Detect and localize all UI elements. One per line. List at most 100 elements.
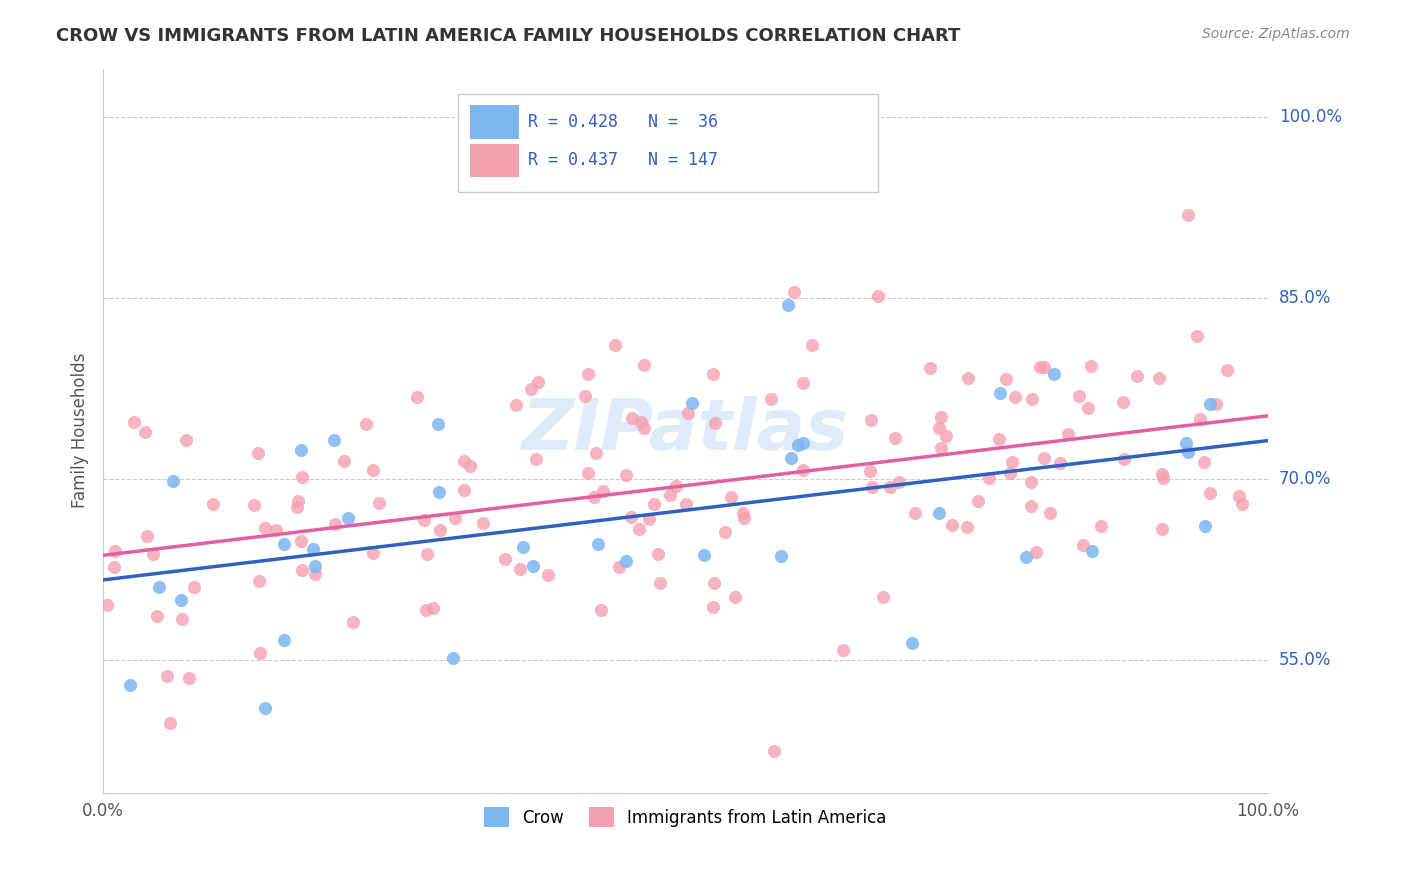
Point [1152, 467, 1174, 482]
Point [124, 416, 146, 430]
Point [249, 646, 271, 660]
Point [731, 506, 754, 520]
Point [1114, 452, 1136, 467]
Point [675, 497, 697, 511]
Point [585, 445, 607, 459]
Point [1175, 436, 1198, 450]
Point [337, 511, 360, 525]
Point [1080, 359, 1102, 373]
Point [872, 591, 894, 605]
Point [367, 496, 389, 510]
Point [172, 612, 194, 626]
Point [291, 563, 314, 577]
Point [1021, 392, 1043, 406]
Point [633, 358, 655, 372]
Point [1177, 445, 1199, 459]
Point [494, 551, 516, 566]
Point [776, 298, 799, 312]
Point [148, 580, 170, 594]
FancyBboxPatch shape [470, 105, 519, 139]
Point [576, 466, 599, 480]
Point [1073, 538, 1095, 552]
Point [146, 609, 169, 624]
Point [1028, 359, 1050, 374]
Point [1230, 497, 1253, 511]
Point [522, 558, 544, 573]
Point [931, 410, 953, 425]
Point [104, 544, 127, 558]
Point [1039, 507, 1062, 521]
Point [956, 371, 979, 385]
Point [1216, 363, 1239, 377]
Point [998, 466, 1021, 480]
Point [183, 580, 205, 594]
Point [966, 494, 988, 508]
Point [614, 554, 637, 568]
Point [702, 367, 724, 381]
Point [118, 678, 141, 692]
Point [134, 425, 156, 439]
Point [527, 375, 550, 389]
Point [1125, 368, 1147, 383]
Text: 85.0%: 85.0% [1279, 289, 1331, 307]
Point [582, 490, 605, 504]
Point [614, 468, 637, 483]
Point [792, 376, 814, 391]
Point [633, 420, 655, 434]
Text: R = 0.428   N =  36: R = 0.428 N = 36 [529, 113, 718, 131]
Point [1019, 499, 1042, 513]
Point [253, 521, 276, 535]
Point [179, 672, 201, 686]
Point [254, 701, 277, 715]
Point [620, 510, 643, 524]
Point [103, 560, 125, 574]
Point [665, 479, 688, 493]
Point [1077, 401, 1099, 416]
Point [285, 500, 308, 514]
Point [519, 382, 541, 396]
Point [733, 511, 755, 525]
Y-axis label: Family Households: Family Households [72, 353, 89, 508]
Point [524, 452, 547, 467]
Point [460, 458, 482, 473]
Point [591, 603, 613, 617]
Point [1227, 489, 1250, 503]
Point [928, 507, 950, 521]
Point [322, 434, 344, 448]
Point [427, 485, 450, 500]
Point [759, 392, 782, 406]
Point [156, 669, 179, 683]
Point [720, 490, 742, 504]
Point [302, 542, 325, 557]
Point [692, 548, 714, 562]
Point [361, 463, 384, 477]
Point [441, 650, 464, 665]
Point [273, 536, 295, 550]
Point [537, 567, 560, 582]
Point [935, 429, 957, 443]
Point [406, 390, 429, 404]
Point [135, 529, 157, 543]
Point [987, 432, 1010, 446]
Point [681, 396, 703, 410]
Point [266, 524, 288, 538]
Point [1185, 328, 1208, 343]
Point [273, 633, 295, 648]
Point [1025, 545, 1047, 559]
Point [1057, 426, 1080, 441]
Point [703, 576, 725, 591]
Text: ZIPatlas: ZIPatlas [522, 396, 849, 465]
Point [792, 463, 814, 477]
Point [1205, 396, 1227, 410]
Text: R = 0.437   N = 147: R = 0.437 N = 147 [529, 152, 718, 169]
Point [769, 549, 792, 563]
Point [956, 520, 979, 534]
Point [931, 441, 953, 455]
Point [783, 285, 806, 300]
Point [162, 474, 184, 488]
Point [941, 517, 963, 532]
Point [995, 372, 1018, 386]
Point [471, 516, 494, 530]
Point [988, 386, 1011, 401]
Point [586, 537, 609, 551]
